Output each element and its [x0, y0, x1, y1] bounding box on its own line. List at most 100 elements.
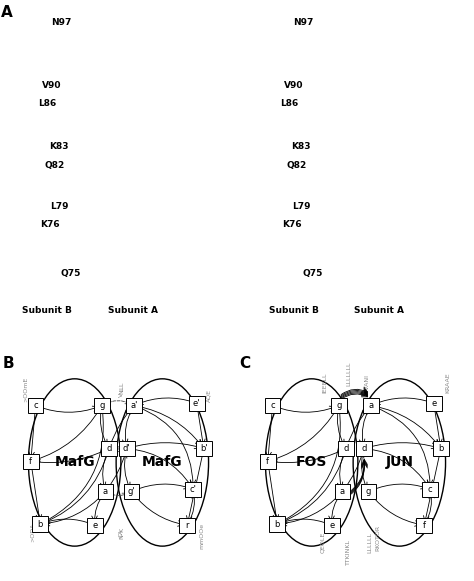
- Text: V: V: [119, 393, 124, 397]
- FancyBboxPatch shape: [363, 398, 379, 413]
- Text: V90: V90: [42, 81, 62, 90]
- Text: Subunit B: Subunit B: [269, 306, 319, 315]
- Text: MafG: MafG: [142, 456, 182, 469]
- Text: VVANI: VVANI: [365, 374, 371, 393]
- Text: K: K: [119, 528, 124, 532]
- Text: Subunit A: Subunit A: [354, 306, 404, 315]
- Text: e: e: [329, 521, 335, 530]
- Text: c: c: [428, 485, 432, 494]
- Text: TTKINKL: TTKINKL: [346, 539, 352, 565]
- Text: C: C: [239, 356, 250, 371]
- Text: L79: L79: [50, 202, 69, 211]
- Text: Q75: Q75: [303, 268, 323, 278]
- FancyBboxPatch shape: [179, 518, 195, 533]
- Text: N: N: [119, 535, 124, 539]
- Text: A: A: [119, 530, 124, 534]
- FancyBboxPatch shape: [422, 482, 438, 497]
- Text: g: g: [99, 401, 105, 410]
- FancyBboxPatch shape: [196, 441, 211, 456]
- Text: d: d: [106, 444, 112, 453]
- FancyBboxPatch shape: [426, 396, 441, 411]
- Text: g': g': [128, 487, 136, 496]
- FancyBboxPatch shape: [23, 454, 38, 469]
- Text: a: a: [340, 487, 345, 496]
- FancyBboxPatch shape: [338, 441, 354, 456]
- Text: L: L: [119, 388, 124, 392]
- Text: d': d': [123, 444, 131, 453]
- Text: JUN: JUN: [385, 456, 413, 469]
- FancyBboxPatch shape: [361, 484, 376, 499]
- Text: a: a: [368, 401, 374, 410]
- FancyBboxPatch shape: [124, 484, 139, 499]
- Text: e': e': [193, 399, 201, 408]
- Text: f: f: [266, 457, 269, 466]
- Text: c: c: [270, 401, 275, 410]
- Text: L86: L86: [280, 99, 298, 108]
- FancyBboxPatch shape: [335, 484, 350, 499]
- Text: N: N: [119, 389, 124, 394]
- Text: V90: V90: [284, 81, 304, 90]
- FancyBboxPatch shape: [101, 441, 117, 456]
- Text: L86: L86: [38, 99, 56, 108]
- FancyBboxPatch shape: [94, 398, 109, 413]
- Text: LLLLLL: LLLLLL: [368, 532, 373, 553]
- FancyBboxPatch shape: [356, 441, 372, 456]
- Text: KRAAE: KRAAE: [446, 372, 450, 393]
- Text: Q75: Q75: [61, 268, 81, 278]
- FancyBboxPatch shape: [324, 518, 339, 533]
- Text: a: a: [103, 487, 108, 496]
- FancyBboxPatch shape: [119, 441, 135, 456]
- Text: K76: K76: [40, 220, 60, 229]
- Text: L: L: [119, 385, 124, 389]
- Text: Subunit A: Subunit A: [108, 306, 158, 315]
- Text: A: A: [1, 5, 13, 20]
- Text: e: e: [92, 521, 98, 530]
- FancyBboxPatch shape: [416, 518, 432, 533]
- FancyBboxPatch shape: [87, 518, 102, 533]
- Text: mmOOe: mmOOe: [199, 523, 204, 549]
- FancyBboxPatch shape: [189, 396, 205, 411]
- Text: e: e: [431, 399, 437, 408]
- FancyBboxPatch shape: [260, 454, 275, 469]
- Text: f: f: [29, 457, 32, 466]
- Text: RKOTOR: RKOTOR: [375, 525, 381, 551]
- Text: K83: K83: [49, 142, 69, 152]
- FancyBboxPatch shape: [331, 398, 346, 413]
- Text: AQE: AQE: [206, 389, 211, 402]
- Text: r: r: [185, 521, 189, 530]
- FancyBboxPatch shape: [264, 398, 280, 413]
- Text: C: C: [119, 532, 124, 537]
- Text: >OOmE: >OOmE: [24, 377, 28, 402]
- Text: d: d: [361, 444, 366, 453]
- FancyBboxPatch shape: [126, 398, 142, 413]
- FancyBboxPatch shape: [27, 398, 44, 413]
- Text: b': b': [200, 444, 208, 453]
- Text: N97: N97: [293, 18, 313, 27]
- Text: N97: N97: [52, 18, 72, 27]
- Text: L79: L79: [292, 202, 310, 211]
- Text: b: b: [274, 519, 280, 529]
- Text: c: c: [33, 401, 38, 410]
- FancyBboxPatch shape: [98, 484, 113, 499]
- FancyBboxPatch shape: [32, 517, 48, 532]
- Text: L: L: [119, 382, 124, 386]
- Text: IEEELL: IEEELL: [322, 372, 327, 393]
- Text: >ODA: >ODA: [31, 523, 36, 542]
- Text: K76: K76: [282, 220, 301, 229]
- Text: Q82: Q82: [45, 160, 64, 170]
- Text: QEOLE: QEOLE: [320, 532, 325, 554]
- FancyBboxPatch shape: [185, 482, 201, 497]
- Text: d: d: [343, 444, 349, 453]
- Text: b: b: [37, 519, 43, 529]
- Text: a': a': [130, 401, 137, 410]
- Text: MafG: MafG: [55, 456, 95, 469]
- Text: LLLLLLL: LLLLLLL: [346, 361, 352, 386]
- Text: B: B: [2, 356, 14, 371]
- Text: Subunit B: Subunit B: [22, 306, 73, 315]
- Text: FOS: FOS: [296, 456, 328, 469]
- FancyBboxPatch shape: [433, 441, 448, 456]
- Text: g: g: [336, 401, 342, 410]
- Text: Q82: Q82: [286, 160, 306, 170]
- Text: c': c': [190, 485, 197, 494]
- FancyBboxPatch shape: [269, 517, 285, 532]
